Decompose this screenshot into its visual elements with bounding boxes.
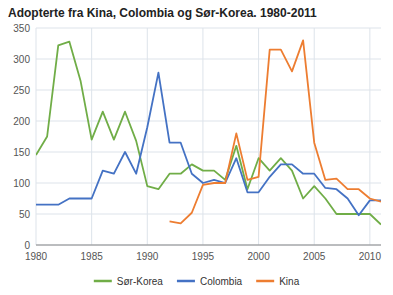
legend-label: Colombia xyxy=(200,276,243,287)
x-grid-line xyxy=(147,28,148,245)
x-grid-line xyxy=(258,28,259,245)
legend-item: Sør-Korea xyxy=(94,276,164,287)
x-grid-line xyxy=(36,28,37,245)
legend: Sør-Korea Colombia Kina xyxy=(94,276,300,287)
legend-label: Kina xyxy=(279,276,299,287)
grid xyxy=(36,28,381,245)
y-grid-line xyxy=(36,59,381,60)
y-tick-label: 100 xyxy=(13,178,30,189)
legend-swatch xyxy=(177,280,195,283)
x-tick-label: 1980 xyxy=(25,251,48,262)
y-grid-line xyxy=(36,152,381,153)
y-grid-line xyxy=(36,245,381,246)
y-tick-label: 250 xyxy=(13,85,30,96)
x-tick-label: 1985 xyxy=(81,251,104,262)
series-line xyxy=(36,42,381,225)
legend-swatch xyxy=(256,280,274,283)
x-axis-line xyxy=(36,245,381,246)
legend-label: Sør-Korea xyxy=(117,276,164,287)
y-grid-line xyxy=(36,214,381,215)
chart-container: Adopterte fra Kina, Colombia og Sør-Kore… xyxy=(0,0,393,295)
y-tick-label: 350 xyxy=(13,23,30,34)
y-tick-label: 300 xyxy=(13,54,30,65)
x-grid-line xyxy=(202,28,203,245)
x-tick-label: 1990 xyxy=(136,251,159,262)
y-tick-label: 150 xyxy=(13,147,30,158)
y-grid-line xyxy=(36,28,381,29)
y-tick-label: 200 xyxy=(13,116,30,127)
x-tick-label: 1995 xyxy=(192,251,215,262)
chart-svg: Adopterte fra Kina, Colombia og Sør-Kore… xyxy=(0,0,393,295)
plot-area xyxy=(36,40,381,224)
x-tick-label: 2005 xyxy=(303,251,326,262)
x-tick-label: 2010 xyxy=(359,251,382,262)
legend-item: Kina xyxy=(256,276,299,287)
y-tick-label: 50 xyxy=(19,209,31,220)
legend-swatch xyxy=(94,280,112,283)
y-tick-label: 0 xyxy=(24,240,30,251)
series-line xyxy=(36,73,381,216)
series-line xyxy=(170,40,381,223)
legend-item: Colombia xyxy=(177,276,243,287)
x-grid-line xyxy=(369,28,370,245)
y-grid-line xyxy=(36,90,381,91)
x-tick-label: 2000 xyxy=(247,251,270,262)
chart-title: Adopterte fra Kina, Colombia og Sør-Kore… xyxy=(8,6,317,20)
